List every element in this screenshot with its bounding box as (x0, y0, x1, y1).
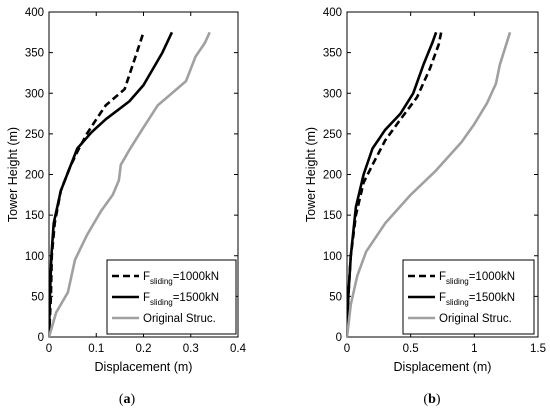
legend-label-2: Fsliding=1500kN (439, 292, 515, 307)
y-tick-label: 100 (323, 251, 342, 263)
y-tick-label: 350 (25, 48, 44, 60)
legend-label-main: Original Struc. (143, 313, 216, 325)
x-tick-label: 0.5 (403, 343, 419, 355)
y-tick-label: 150 (323, 210, 342, 222)
y-axis-label: Tower Height (m) (304, 127, 318, 222)
y-tick-label: 50 (31, 291, 44, 303)
panel-b: 0 0.5 1 1.5 0 50 100 150 200 250 300 350 400 Displace… (304, 7, 546, 407)
legend-label-main: F (143, 292, 150, 304)
legend-label-rest: =1000kN (173, 271, 219, 283)
series-line-2 (49, 31, 174, 337)
y-tick-label: 100 (25, 251, 44, 263)
panel-label-open: ( (423, 392, 428, 407)
series-line-3 (49, 31, 211, 337)
x-tick-label: 0 (46, 343, 52, 355)
legend-label-rest: =1500kN (173, 292, 219, 304)
y-tick-label: 200 (25, 170, 44, 182)
legend-label-main: Original Struc. (439, 313, 512, 325)
y-tick-label: 150 (25, 210, 44, 222)
x-tick-label: 0 (344, 343, 350, 355)
legend-label-main: F (439, 271, 446, 283)
legend-label-3: Original Struc. (439, 313, 512, 325)
legend-label-main: F (143, 271, 150, 283)
legend-label-1: Fsliding=1000kN (143, 271, 219, 286)
legend-label-sub: sliding (150, 298, 173, 307)
legend-label-1: Fsliding=1000kN (439, 271, 515, 286)
x-tick-label: 1 (471, 343, 477, 355)
y-tick-label: 200 (323, 170, 342, 182)
panel-label-close: ) (436, 392, 441, 407)
legend-label-sub: sliding (446, 298, 469, 307)
legend-label-rest: =1000kN (469, 271, 515, 283)
y-tick-label: 400 (25, 7, 44, 19)
panel-a: 0 0.1 0.2 0.3 0.4 0 50 100 150 200 250 300 350 400 Dis… (6, 7, 247, 407)
y-tick-label: 250 (323, 129, 342, 141)
x-axis-label: Displacement (m) (394, 360, 492, 374)
y-axis-label: Tower Height (m) (6, 127, 20, 222)
y-tick-label: 300 (25, 88, 44, 100)
legend-label-rest: =1500kN (469, 292, 515, 304)
x-tick-label: 0.3 (183, 343, 199, 355)
legend-label-2: Fsliding=1500kN (143, 292, 219, 307)
legend-label-sub: sliding (446, 277, 469, 286)
panel-label-open: ( (119, 392, 124, 407)
panel-label-close: ) (131, 392, 136, 407)
legend-label-main: F (439, 292, 446, 304)
y-tick-label: 400 (323, 7, 342, 19)
y-tick-label: 50 (329, 291, 342, 303)
legend-label-3: Original Struc. (143, 313, 216, 325)
x-tick-label: 1.5 (530, 343, 546, 355)
y-tick-label: 300 (323, 88, 342, 100)
series-line-2 (347, 31, 438, 337)
legend-label-sub: sliding (150, 277, 173, 286)
y-tick-label: 0 (336, 332, 342, 344)
x-tick-label: 0.2 (136, 343, 152, 355)
x-tick-label: 0.4 (230, 343, 247, 355)
series-line-1 (347, 32, 443, 337)
x-axis-label: Displacement (m) (95, 360, 193, 374)
y-tick-label: 250 (25, 129, 44, 141)
y-tick-label: 350 (323, 48, 342, 60)
panel-label-letter: a (124, 392, 131, 407)
panel-label: (b) (423, 392, 440, 407)
y-tick-label: 0 (38, 332, 44, 344)
x-tick-label: 0.1 (88, 343, 104, 355)
series-line-3 (347, 31, 512, 337)
panel-label-letter: b (428, 392, 436, 407)
panel-label: (a) (119, 392, 136, 407)
